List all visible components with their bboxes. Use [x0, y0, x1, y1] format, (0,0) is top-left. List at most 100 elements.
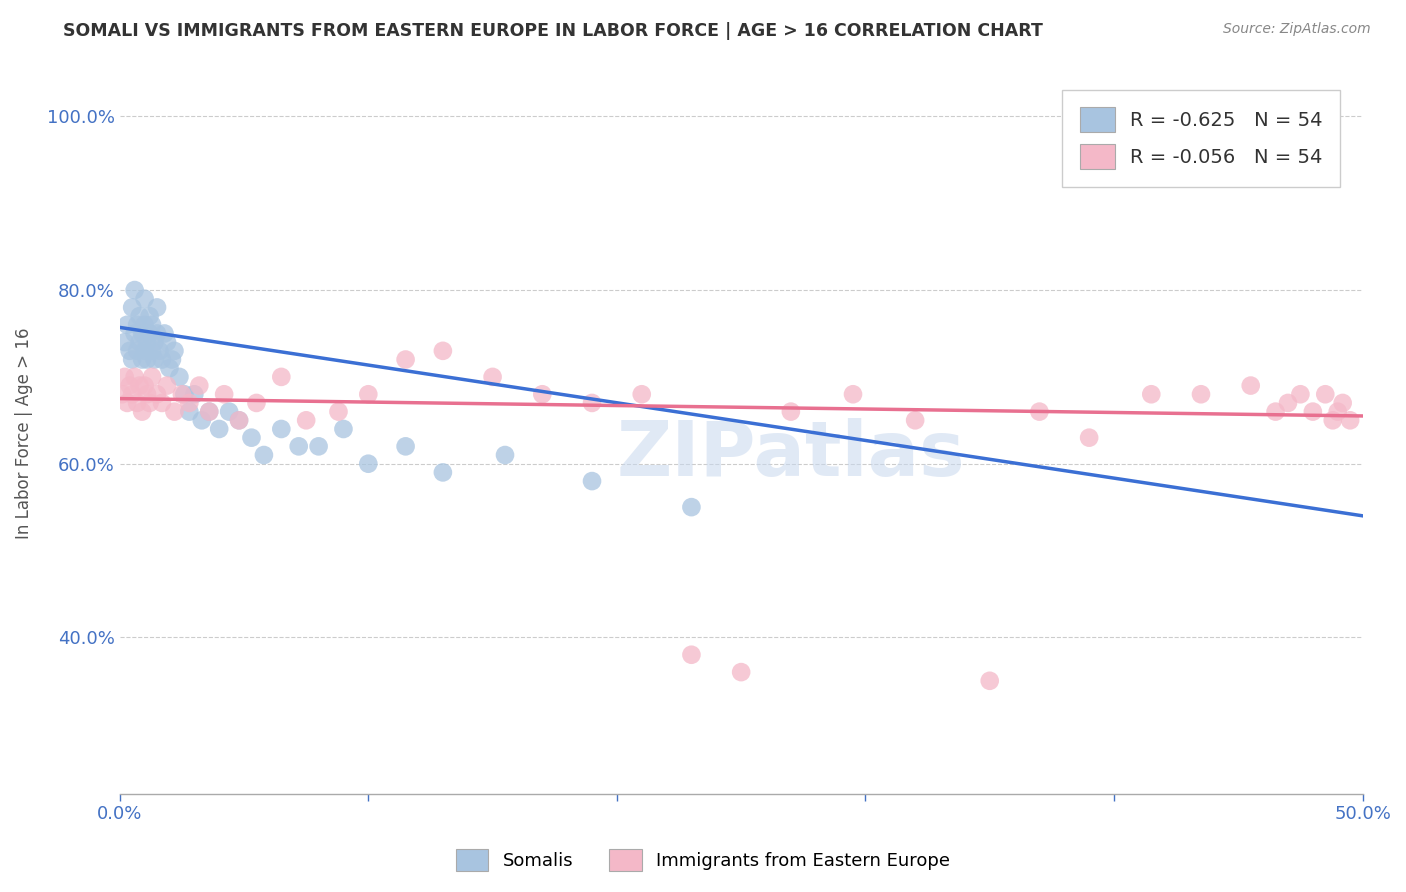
Point — [212, 387, 235, 401]
Point — [287, 439, 309, 453]
Point — [218, 404, 240, 418]
Point — [681, 648, 703, 662]
Point — [1140, 387, 1163, 401]
Point — [128, 309, 150, 323]
Point — [136, 387, 159, 401]
Point — [295, 413, 318, 427]
Point — [245, 396, 267, 410]
Point — [179, 396, 201, 410]
Point — [191, 413, 214, 427]
Point — [128, 378, 150, 392]
Point — [127, 343, 149, 358]
Point — [141, 343, 163, 358]
Text: Source: ZipAtlas.com: Source: ZipAtlas.com — [1223, 22, 1371, 37]
Point — [118, 378, 141, 392]
Point — [979, 673, 1001, 688]
Point — [681, 500, 703, 515]
Point — [581, 396, 603, 410]
Point — [136, 335, 159, 350]
Point — [150, 396, 173, 410]
Point — [138, 396, 160, 410]
Point — [1189, 387, 1212, 401]
Point — [494, 448, 516, 462]
Point — [904, 413, 927, 427]
Point — [138, 309, 160, 323]
Point — [115, 318, 138, 332]
Y-axis label: In Labor Force | Age > 16: In Labor Force | Age > 16 — [15, 327, 32, 539]
Point — [270, 422, 292, 436]
Point — [131, 404, 153, 418]
Point — [432, 343, 454, 358]
Legend: Somalis, Immigrants from Eastern Europe: Somalis, Immigrants from Eastern Europe — [449, 842, 957, 879]
Point — [141, 370, 163, 384]
Point — [121, 301, 143, 315]
Point — [156, 335, 179, 350]
Point — [163, 404, 186, 418]
Point — [173, 387, 195, 401]
Point — [1078, 431, 1101, 445]
Point — [253, 448, 276, 462]
Point — [114, 335, 136, 350]
Point — [1326, 404, 1348, 418]
Point — [730, 665, 752, 679]
Point — [124, 283, 146, 297]
Point — [134, 318, 156, 332]
Point — [228, 413, 250, 427]
Point — [134, 343, 156, 358]
Point — [240, 431, 263, 445]
Point — [198, 404, 221, 418]
Point — [127, 318, 149, 332]
Point — [198, 404, 221, 418]
Point — [1264, 404, 1286, 418]
Point — [1339, 413, 1361, 427]
Point — [150, 352, 173, 367]
Point — [332, 422, 354, 436]
Point — [146, 326, 169, 341]
Point — [156, 378, 179, 392]
Point — [146, 387, 169, 401]
Point — [170, 387, 193, 401]
Point — [115, 396, 138, 410]
Point — [1028, 404, 1050, 418]
Point — [134, 378, 156, 392]
Point — [159, 361, 181, 376]
Point — [146, 301, 169, 315]
Legend: R = -0.625   N = 54, R = -0.056   N = 54: R = -0.625 N = 54, R = -0.056 N = 54 — [1063, 90, 1340, 186]
Point — [481, 370, 503, 384]
Point — [160, 352, 183, 367]
Point — [357, 457, 380, 471]
Point — [131, 326, 153, 341]
Point — [1331, 396, 1354, 410]
Point — [141, 318, 163, 332]
Point — [188, 378, 211, 392]
Point — [179, 404, 201, 418]
Point — [1322, 413, 1344, 427]
Point — [114, 370, 136, 384]
Point — [1289, 387, 1312, 401]
Point — [630, 387, 652, 401]
Point — [1240, 378, 1263, 392]
Point — [842, 387, 865, 401]
Text: ZIPatlas: ZIPatlas — [617, 418, 965, 492]
Point — [1302, 404, 1324, 418]
Point — [394, 439, 416, 453]
Point — [328, 404, 350, 418]
Point — [183, 387, 205, 401]
Point — [308, 439, 330, 453]
Point — [357, 387, 380, 401]
Text: SOMALI VS IMMIGRANTS FROM EASTERN EUROPE IN LABOR FORCE | AGE > 16 CORRELATION C: SOMALI VS IMMIGRANTS FROM EASTERN EUROPE… — [63, 22, 1043, 40]
Point — [134, 292, 156, 306]
Point — [163, 343, 186, 358]
Point — [208, 422, 231, 436]
Point — [153, 326, 176, 341]
Point — [270, 370, 292, 384]
Point — [779, 404, 801, 418]
Point — [1277, 396, 1299, 410]
Point — [581, 474, 603, 488]
Point — [394, 352, 416, 367]
Point — [111, 387, 134, 401]
Point — [148, 343, 170, 358]
Point — [432, 466, 454, 480]
Point — [121, 387, 143, 401]
Point — [228, 413, 250, 427]
